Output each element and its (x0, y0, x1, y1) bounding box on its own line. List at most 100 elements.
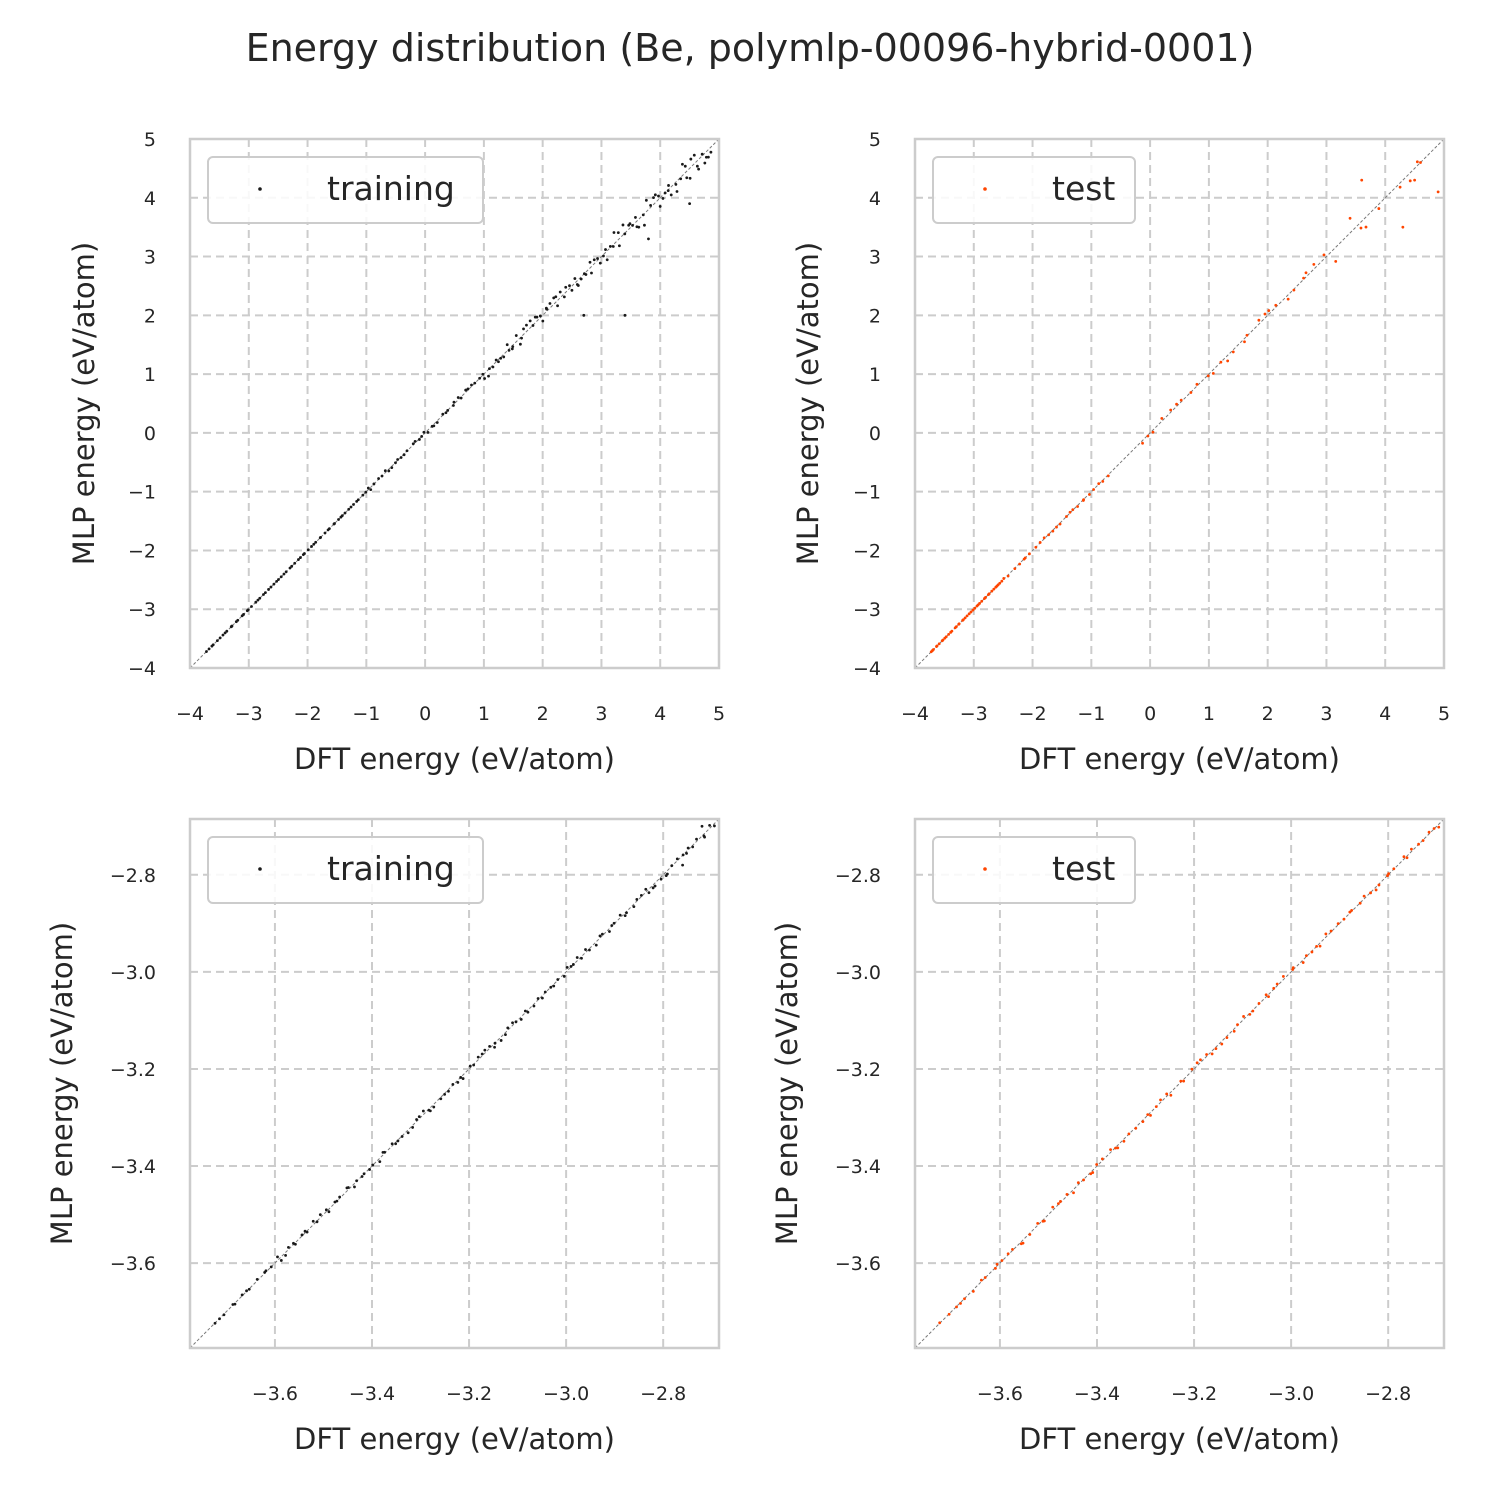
data-point (394, 1142, 398, 1146)
data-point (1051, 529, 1055, 533)
data-point (303, 552, 306, 555)
data-point (634, 216, 637, 219)
legend-marker (983, 867, 987, 871)
data-point (1082, 498, 1085, 502)
x-tick-label: −2 (294, 703, 322, 725)
data-point (1392, 867, 1396, 871)
x-tick-label: −3.0 (543, 1383, 589, 1405)
x-tick-label: 0 (1144, 703, 1156, 725)
data-point (971, 1290, 975, 1293)
x-tick-label: −1 (1077, 703, 1105, 725)
data-point (207, 647, 211, 651)
data-point (526, 1010, 530, 1014)
data-point (623, 232, 627, 236)
data-point (1257, 318, 1261, 322)
data-point (417, 1115, 421, 1119)
data-point (944, 635, 948, 639)
data-point (983, 1276, 987, 1279)
data-point (518, 342, 522, 346)
data-point (565, 965, 569, 969)
legend: training (207, 836, 484, 904)
data-point (978, 602, 981, 605)
x-axis-label: DFT energy (eV/atom) (1019, 1422, 1340, 1456)
data-point (531, 324, 535, 327)
data-point (279, 575, 283, 579)
data-point (1302, 276, 1305, 280)
y-axis-label: MLP energy (eV/atom) (45, 922, 79, 1245)
data-point (552, 296, 556, 300)
data-point (399, 456, 403, 459)
data-point (211, 643, 215, 647)
data-point (1242, 1015, 1245, 1018)
y-axis-label: MLP energy (eV/atom) (67, 242, 101, 565)
data-point (488, 367, 491, 371)
data-point (377, 477, 380, 480)
x-tick-label: 5 (1438, 703, 1450, 725)
data-point (1057, 1202, 1060, 1206)
data-point (340, 514, 344, 518)
data-point (1028, 1233, 1032, 1236)
data-point (644, 887, 648, 891)
y-tick-label: −2.8 (110, 865, 156, 887)
data-point (1342, 917, 1346, 921)
data-point (262, 593, 265, 596)
data-point (447, 1089, 450, 1093)
legend-marker (258, 867, 262, 871)
data-point (588, 260, 592, 264)
data-point (670, 864, 674, 868)
data-point (549, 985, 553, 989)
data-point (400, 1135, 404, 1138)
data-point (688, 176, 692, 180)
data-point (1413, 178, 1417, 182)
data-point (665, 872, 669, 876)
data-point (666, 189, 670, 193)
data-point (493, 1041, 497, 1045)
data-point (369, 488, 373, 492)
data-point (378, 1160, 382, 1164)
panel-bottom-right: −3.6 −3.4 −3.2 −3.0 −2.8 −3.6 −3.4 −3.2 −3.0 −2.8… (770, 817, 1446, 1456)
data-point (1036, 1221, 1040, 1225)
data-point (1402, 855, 1406, 859)
data-point (223, 631, 227, 635)
x-tick-label: 4 (1379, 703, 1391, 725)
data-point (979, 1278, 983, 1282)
data-point (1359, 226, 1363, 230)
data-point (1281, 975, 1285, 978)
data-point (617, 244, 621, 248)
data-point (569, 965, 573, 968)
data-point (635, 898, 639, 901)
x-tick-label: −4 (176, 703, 204, 725)
data-point (1405, 856, 1409, 860)
data-point (497, 360, 500, 364)
data-point (538, 314, 542, 318)
data-point (499, 1039, 503, 1042)
data-point (406, 1131, 410, 1135)
data-point (669, 193, 673, 197)
data-point (353, 1185, 356, 1189)
data-point (1232, 1029, 1236, 1033)
legend-box (207, 156, 484, 224)
data-point (692, 153, 696, 157)
data-point (689, 157, 693, 161)
x-tick-label: 3 (1320, 703, 1332, 725)
data-point (394, 461, 397, 465)
data-point (240, 1293, 244, 1297)
data-point (522, 327, 525, 331)
data-point (954, 625, 958, 629)
data-point (338, 1195, 342, 1199)
data-point (548, 302, 552, 305)
data-point (1248, 1012, 1252, 1016)
legend-box (932, 156, 1136, 224)
data-point (502, 355, 506, 359)
data-point (973, 606, 977, 610)
data-point (1141, 1120, 1145, 1124)
data-point (1362, 894, 1366, 898)
data-point (647, 891, 651, 895)
data-point (1437, 825, 1441, 829)
data-point (1322, 253, 1326, 257)
data-point (258, 596, 262, 600)
data-point (1377, 883, 1381, 887)
data-point (418, 438, 421, 441)
data-point (685, 176, 689, 180)
data-point (935, 644, 939, 648)
